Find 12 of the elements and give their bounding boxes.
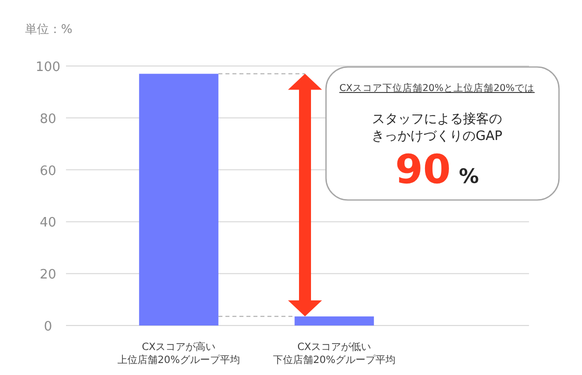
annotation: スタッフによる接客のきっかけづくりのGAP — [372, 111, 503, 144]
y-tick-label: 20 — [40, 268, 56, 283]
y-tick-label: 0 — [44, 320, 52, 334]
y-tick-label: 80 — [40, 112, 56, 127]
y-tick-label: 100 — [36, 60, 60, 75]
y-tick-label: 60 — [40, 164, 56, 179]
annotation: CXスコア下位店舗20%と上位店舗20%では — [339, 82, 535, 94]
y-axis-title: 単位：% — [25, 22, 72, 36]
y-tick-label: 40 — [40, 216, 56, 231]
annotation: 90 % — [395, 147, 479, 193]
x-tick-label: CXスコアが高い上位店舗20%グループ平均 — [118, 341, 240, 366]
x-tick-label: CXスコアが低い下位店舗20%グループ平均 — [273, 342, 396, 366]
